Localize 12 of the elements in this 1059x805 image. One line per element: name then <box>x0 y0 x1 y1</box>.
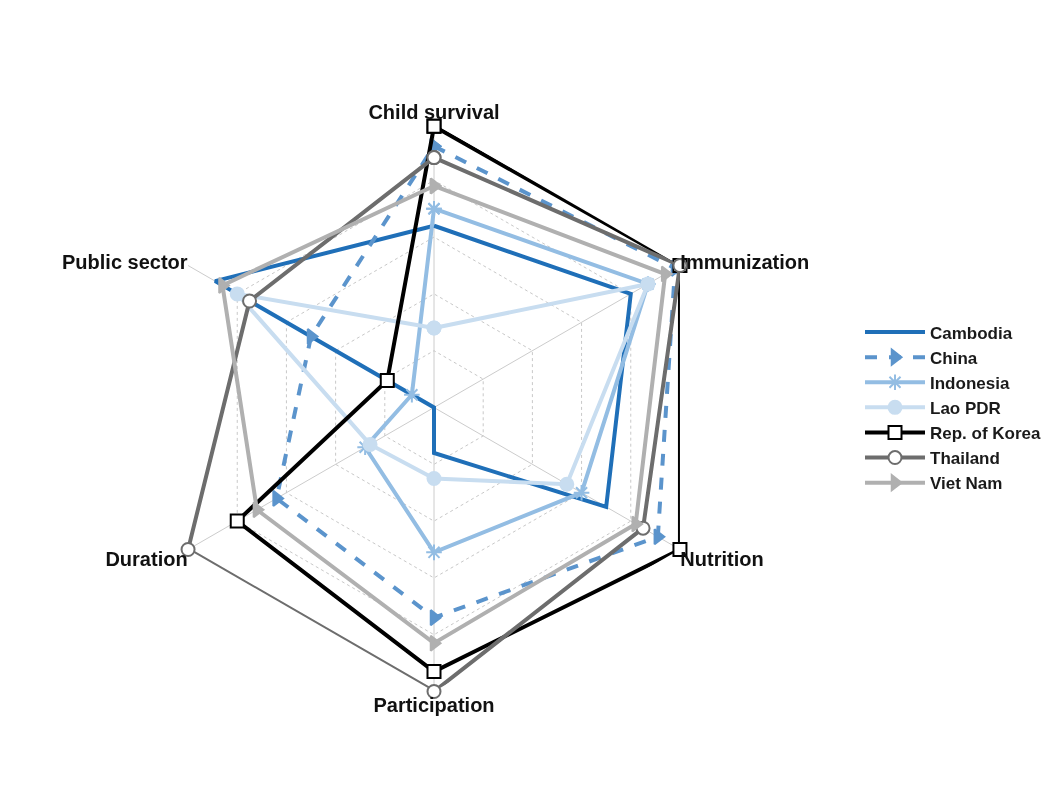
legend-label: Indonesia <box>930 373 1010 393</box>
legend-label: Lao PDR <box>930 398 1001 418</box>
legend-label: Rep. of Korea <box>930 424 1042 444</box>
legend-label: China <box>930 348 978 368</box>
spoke-label: Child survival <box>368 101 500 123</box>
legend-label: Thailand <box>930 449 1000 469</box>
legend-label: Cambodia <box>930 323 1013 343</box>
spoke-label: Public sector <box>62 251 188 274</box>
spoke-label: Participation <box>373 694 495 716</box>
spoke-label: Nutrition <box>680 547 764 570</box>
legend-label: Viet Nam <box>930 474 1003 494</box>
spoke-label: Duration <box>105 547 188 570</box>
